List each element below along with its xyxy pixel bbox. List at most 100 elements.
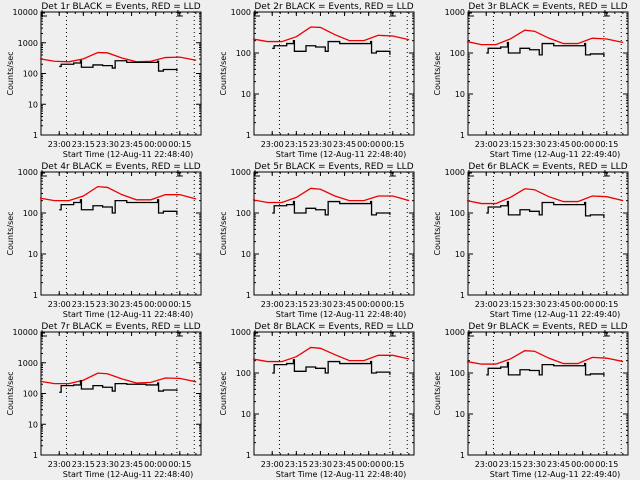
y-tick-label: 1000: [231, 8, 251, 17]
e-bracket-marker: [604, 10, 610, 17]
x-tick-label: 23:00: [261, 300, 284, 309]
x-tick-label: 00:00: [357, 300, 380, 309]
events-series-line: [486, 41, 605, 57]
panel-det-9: Det 9r BLACK = Events, RED = LLD 1 10 100 10…: [433, 322, 629, 479]
panel-det-1: Det 1r BLACK = Events, RED = LLD 1 10 100 10…: [6, 2, 202, 159]
y-axis-label: Counts/sec: [6, 211, 15, 255]
y-tick-label: 1000: [18, 359, 38, 368]
y-tick-label: 1000: [445, 168, 465, 177]
y-tick-label: 100: [450, 209, 465, 218]
x-tick-label: 23:00: [261, 140, 284, 149]
x-tick-label: 23:30: [309, 300, 332, 309]
x-tick-label: 23:00: [48, 460, 71, 469]
y-tick-label: 10: [455, 410, 465, 419]
events-series-line: [272, 40, 391, 55]
y-tick-label: 1: [460, 451, 465, 460]
panel-title: Det 3r BLACK = Events, RED = LLD: [468, 2, 627, 12]
y-tick-label: 100: [450, 369, 465, 378]
e-bracket-marker: [177, 330, 183, 337]
x-tick-label: 23:15: [72, 300, 95, 309]
panel-title: Det 5r BLACK = Events, RED = LLD: [254, 162, 413, 172]
y-axis-label: Counts/sec: [433, 211, 442, 255]
lld-series-line: [39, 51, 197, 63]
lld-series-line: [39, 185, 197, 202]
e-bracket-marker: [254, 10, 260, 17]
x-tick-label: 23:45: [547, 140, 570, 149]
x-tick-label: 23:45: [120, 300, 143, 309]
y-tick-label: 10: [28, 250, 38, 259]
x-tick-label: 23:30: [523, 140, 546, 149]
y-tick-label: 10: [28, 100, 38, 109]
e-bracket-marker: [390, 170, 396, 177]
y-axis-label: Counts/sec: [433, 371, 442, 415]
x-tick-label: 23:30: [309, 140, 332, 149]
e-bracket-marker: [468, 330, 474, 337]
x-tick-label: 00:15: [381, 300, 404, 309]
x-tick-label: 00:00: [144, 140, 167, 149]
y-tick-label: 100: [23, 70, 38, 79]
x-tick-label: 23:45: [120, 140, 143, 149]
y-axis-label: Counts/sec: [219, 51, 228, 95]
x-tick-label: 00:00: [571, 140, 594, 149]
lld-series-line: [466, 29, 624, 46]
y-tick-label: 10000: [13, 328, 38, 337]
x-tick-label: 23:30: [523, 300, 546, 309]
panel-det-7: Det 7r BLACK = Events, RED = LLD 1 10 100 10…: [6, 322, 202, 479]
x-tick-label: 23:45: [120, 460, 143, 469]
x-axis-label: Start Time (12-Aug-11 22:49:40): [490, 470, 621, 479]
y-tick-label: 1: [246, 291, 251, 300]
y-axis-label: Counts/sec: [6, 51, 15, 95]
x-tick-label: 23:45: [547, 300, 570, 309]
panel-det-6: Det 6r BLACK = Events, RED = LLD 1 10 100 10…: [433, 162, 629, 319]
x-tick-label: 23:00: [475, 460, 498, 469]
e-bracket-marker: [390, 330, 396, 337]
x-axis-label: Start Time (12-Aug-11 22:48:40): [63, 470, 194, 479]
y-tick-label: 10: [455, 250, 465, 259]
events-series-line: [59, 60, 178, 72]
panel-title: Det 7r BLACK = Events, RED = LLD: [41, 322, 200, 332]
x-tick-label: 23:15: [499, 460, 522, 469]
e-bracket-marker: [604, 170, 610, 177]
x-tick-label: 00:15: [381, 460, 404, 469]
y-tick-label: 1: [246, 131, 251, 140]
x-tick-label: 23:15: [285, 460, 308, 469]
y-axis-label: Counts/sec: [6, 371, 15, 415]
x-tick-label: 23:00: [261, 460, 284, 469]
x-tick-label: 23:15: [285, 140, 308, 149]
e-bracket-marker: [254, 330, 260, 337]
panel-det-4: Det 4r BLACK = Events, RED = LLD 1 10 100 10…: [6, 162, 202, 319]
y-axis-label: Counts/sec: [433, 51, 442, 95]
plot-frame: [467, 171, 629, 296]
y-tick-label: 100: [23, 209, 38, 218]
x-axis-label: Start Time (12-Aug-11 22:48:40): [63, 310, 194, 319]
y-tick-label: 10: [455, 90, 465, 99]
y-tick-label: 1: [33, 291, 38, 300]
x-axis-label: Start Time (12-Aug-11 22:48:40): [276, 310, 407, 319]
panel-det-3: Det 3r BLACK = Events, RED = LLD 1 10 100 10…: [433, 2, 629, 159]
x-tick-label: 00:15: [595, 300, 618, 309]
plot-frame: [253, 171, 415, 296]
e-bracket-marker: [604, 330, 610, 337]
y-tick-label: 10: [28, 420, 38, 429]
panel-title: Det 1r BLACK = Events, RED = LLD: [41, 2, 200, 12]
y-tick-label: 1000: [445, 328, 465, 337]
panel-det-2: Det 2r BLACK = Events, RED = LLD 1 10 100 10…: [219, 2, 415, 159]
x-tick-label: 00:15: [595, 140, 618, 149]
x-tick-label: 00:15: [168, 140, 191, 149]
x-tick-label: 23:15: [499, 140, 522, 149]
x-axis-label: Start Time (12-Aug-11 22:48:40): [276, 150, 407, 159]
e-bracket-marker: [177, 170, 183, 177]
panel-title: Det 6r BLACK = Events, RED = LLD: [468, 162, 627, 172]
y-tick-label: 10: [241, 410, 251, 419]
x-tick-label: 23:30: [523, 460, 546, 469]
x-tick-label: 23:30: [96, 300, 119, 309]
panel-title: Det 4r BLACK = Events, RED = LLD: [41, 162, 200, 172]
plot-frame: [467, 331, 629, 456]
x-tick-label: 23:15: [72, 460, 95, 469]
x-tick-label: 00:00: [571, 460, 594, 469]
x-tick-label: 00:15: [381, 140, 404, 149]
e-bracket-marker: [468, 10, 474, 17]
lld-series-line: [252, 346, 410, 363]
x-tick-label: 23:45: [547, 460, 570, 469]
y-tick-label: 1: [33, 451, 38, 460]
